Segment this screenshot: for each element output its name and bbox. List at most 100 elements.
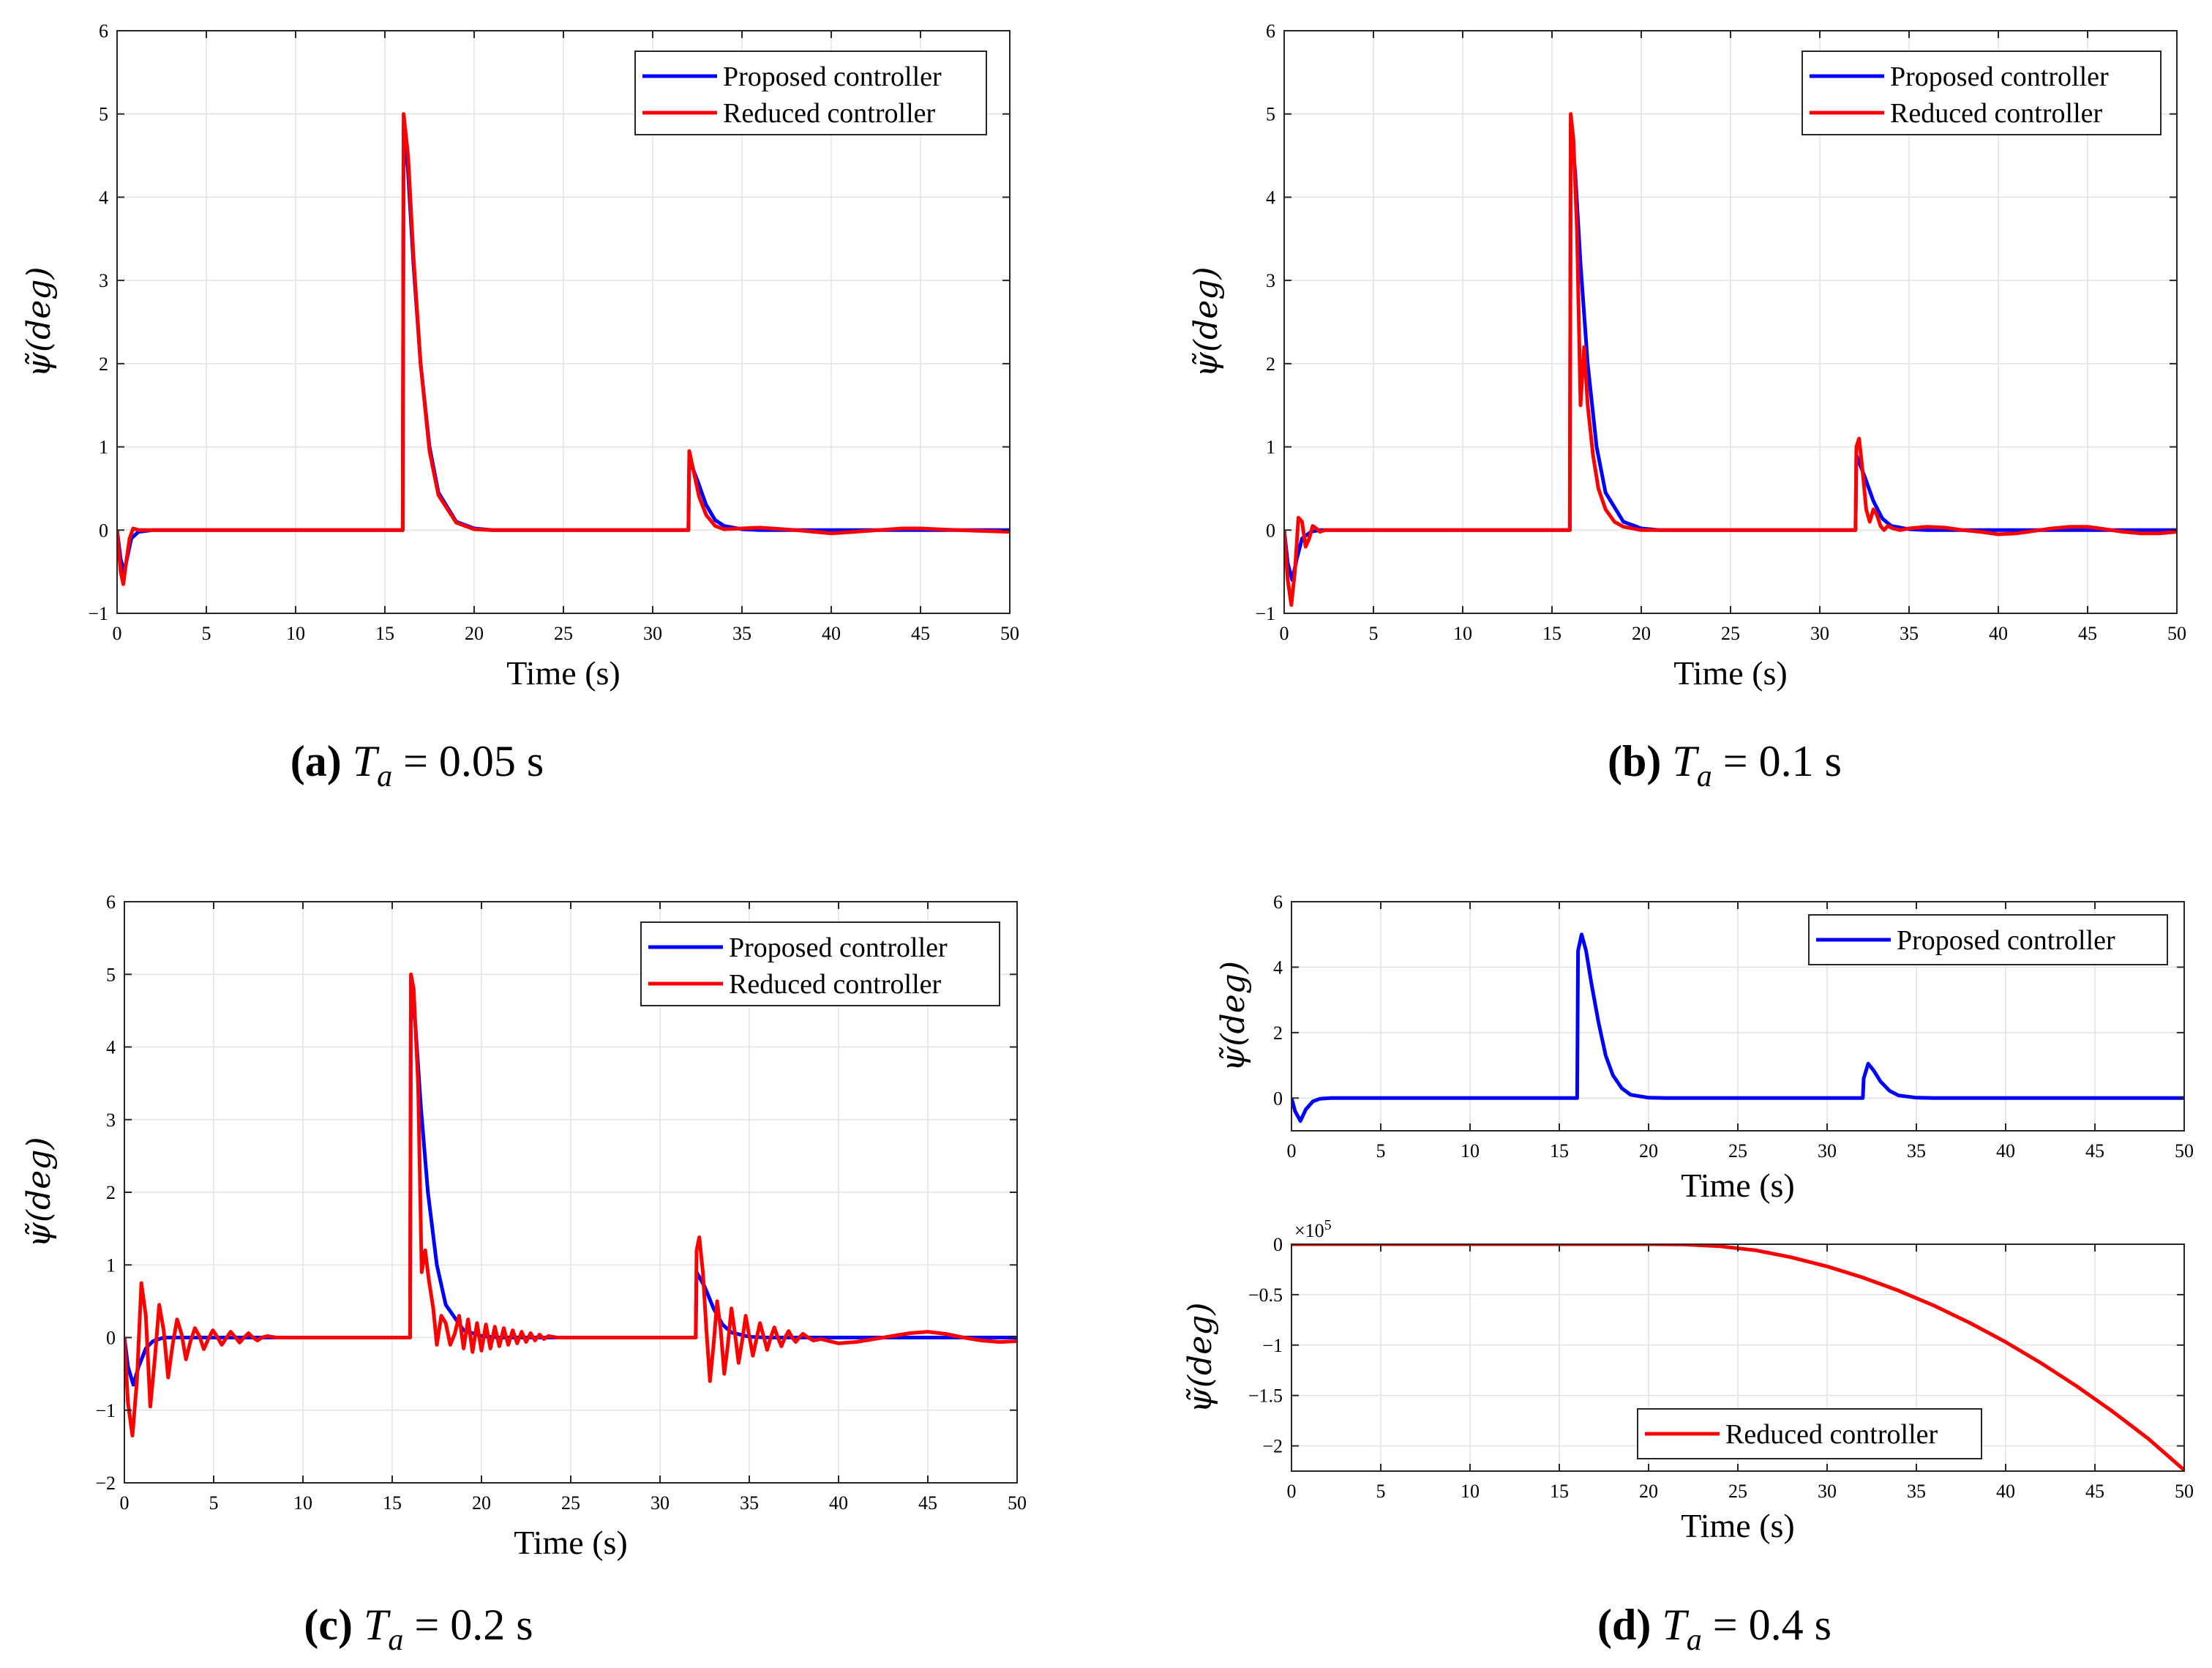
x-tick-label: 35	[732, 623, 751, 644]
y-tick-label: 3	[106, 1110, 116, 1131]
x-tick-label: 25	[1721, 623, 1740, 644]
series-line-reduced-controller	[1291, 1244, 2184, 1471]
x-tick-label: 0	[113, 623, 122, 644]
caption-c: (c) Ta = 0.2 s	[304, 1601, 533, 1657]
y-tick-label: 5	[1266, 104, 1275, 125]
x-tick-label: 35	[1907, 1481, 1926, 1502]
x-tick-label: 40	[829, 1492, 848, 1514]
y-tick-label: 0	[106, 1328, 116, 1349]
x-tick-label: 45	[2085, 1481, 2104, 1502]
x-tick-label: 45	[2078, 623, 2097, 644]
y-tick-label: 0	[99, 520, 108, 541]
x-tick-label: 10	[1461, 1481, 1480, 1502]
y-tick-label: 4	[1266, 187, 1275, 208]
panel-d-bottom-chart: 0 5 10 15 20 25 30 35 40 45 50 −2 −1.5 −1 −0.5 0 ×105 Tim…	[1182, 1217, 2194, 1544]
legend-label: Reduced controller	[723, 98, 936, 129]
x-tick-label: 15	[1550, 1140, 1569, 1162]
x-tick-label: 15	[1542, 623, 1561, 644]
y-exponent-label: ×105	[1294, 1217, 1332, 1241]
x-tick-label: 30	[1818, 1140, 1837, 1162]
x-tick-label: 40	[1996, 1481, 2015, 1502]
x-tick-label: 40	[822, 623, 841, 644]
y-axis-label: ψ̃(deg)	[1188, 266, 1225, 377]
x-tick-label: 50	[2175, 1140, 2194, 1162]
y-tick-label: −1	[1262, 1335, 1283, 1356]
y-tick-label: 6	[1266, 20, 1275, 42]
y-tick-label: 6	[99, 20, 108, 42]
y-tick-label: 0	[1266, 520, 1275, 541]
x-tick-label: 50	[2175, 1481, 2194, 1502]
legend-box	[640, 921, 1000, 1006]
x-tick-label: 25	[1728, 1140, 1747, 1162]
x-tick-label: 35	[1900, 623, 1919, 644]
y-tick-label: 1	[1266, 437, 1275, 458]
x-tick-label: 50	[1008, 1492, 1027, 1514]
legend-label: Proposed controller	[1890, 61, 2109, 92]
y-tick-label: 2	[99, 354, 108, 375]
x-tick-label: 20	[1632, 623, 1651, 644]
x-tick-label: 10	[293, 1492, 312, 1514]
y-tick-label: 4	[106, 1037, 116, 1058]
y-tick-label: −1	[1255, 603, 1275, 624]
x-tick-label: 0	[120, 1492, 130, 1514]
y-tick-label: 0	[1273, 1088, 1283, 1109]
x-tick-label: 25	[1728, 1481, 1747, 1502]
x-tick-label: 25	[561, 1492, 580, 1514]
x-tick-label: 10	[286, 623, 305, 644]
y-tick-label: 5	[106, 964, 116, 985]
y-axis-label: ψ̃(deg)	[20, 266, 58, 377]
x-tick-label: 25	[554, 623, 573, 644]
x-tick-label: 5	[202, 623, 211, 644]
x-tick-label: 15	[1550, 1481, 1569, 1502]
x-tick-label: 30	[1818, 1481, 1837, 1502]
y-axis-label: ψ̃(deg)	[20, 1137, 58, 1247]
y-tick-label: 2	[1273, 1022, 1283, 1044]
x-tick-label: 30	[1810, 623, 1829, 644]
x-tick-label: 0	[1280, 623, 1289, 644]
caption-a: (a) Ta = 0.05 s	[290, 737, 544, 793]
x-tick-label: 50	[2167, 623, 2186, 644]
x-tick-label: 50	[1000, 623, 1019, 644]
x-tick-label: 20	[1639, 1140, 1658, 1162]
y-tick-label: 4	[1273, 957, 1283, 978]
y-tick-label: 3	[99, 270, 108, 291]
x-tick-label: 15	[383, 1492, 402, 1514]
x-tick-label: 40	[1996, 1140, 2015, 1162]
x-tick-label: 45	[911, 623, 930, 644]
caption-b: (b) Ta = 0.1 s	[1608, 737, 1842, 793]
y-tick-label: 2	[1266, 354, 1275, 375]
y-tick-label: 0	[1273, 1234, 1283, 1255]
x-tick-label: 30	[651, 1492, 670, 1514]
x-axis-label: Time (s)	[506, 654, 621, 692]
x-tick-label: 20	[465, 623, 484, 644]
x-tick-label: 10	[1461, 1140, 1480, 1162]
y-tick-label: 2	[106, 1182, 116, 1203]
y-tick-label: −0.5	[1248, 1284, 1283, 1306]
x-tick-label: 45	[918, 1492, 937, 1514]
x-tick-label: 20	[1639, 1481, 1658, 1502]
legend-label: Proposed controller	[729, 932, 948, 963]
y-tick-label: 4	[99, 187, 108, 208]
series-line-proposed-controller	[1291, 932, 2184, 1123]
y-axis-label: ψ̃(deg)	[1182, 1302, 1219, 1413]
y-tick-label: 6	[1273, 891, 1283, 913]
series-line-reduced-controller	[117, 112, 1010, 586]
x-tick-label: 40	[1989, 623, 2008, 644]
x-tick-label: 30	[643, 623, 662, 644]
x-tick-label: 5	[209, 1492, 219, 1514]
legend-label: Proposed controller	[723, 61, 942, 92]
y-tick-label: −1.5	[1248, 1385, 1283, 1407]
x-axis-label: Time (s)	[1681, 1507, 1795, 1544]
y-axis-label: ψ̃(deg)	[1215, 961, 1252, 1072]
legend-box	[634, 51, 987, 135]
y-tick-label: 5	[99, 104, 108, 125]
x-axis-label: Time (s)	[1673, 654, 1788, 692]
x-tick-label: 15	[375, 623, 394, 644]
y-tick-label: 1	[106, 1254, 116, 1276]
x-tick-label: 20	[472, 1492, 491, 1514]
y-exponent-power: 5	[1324, 1217, 1332, 1233]
series-line-reduced-controller	[1284, 112, 2177, 607]
legend-label: Reduced controller	[1890, 98, 2103, 129]
